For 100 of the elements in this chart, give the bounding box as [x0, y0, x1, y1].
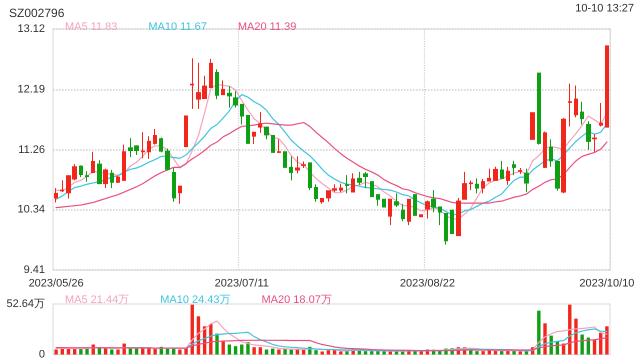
x-tick-label: 2023/07/11 — [214, 278, 269, 290]
line-series — [55, 337, 608, 352]
candlestick — [561, 117, 566, 194]
bar — [290, 350, 293, 354]
bar — [153, 348, 157, 354]
candlestick — [258, 112, 262, 134]
bar — [314, 350, 318, 354]
candlestick — [438, 206, 442, 226]
y-tick-label: 11.26 — [18, 144, 45, 156]
bar — [79, 348, 83, 354]
candlestick — [351, 172, 355, 193]
candlestick — [413, 194, 417, 216]
bar — [518, 352, 522, 354]
candlestick — [543, 131, 547, 169]
bar — [252, 347, 256, 354]
candlestick — [599, 102, 603, 127]
candlestick — [116, 175, 120, 184]
candlestick — [580, 101, 584, 125]
bar — [320, 352, 324, 354]
bar — [580, 334, 584, 354]
candlestick — [469, 180, 473, 191]
text: 10-10 13:27 — [575, 2, 634, 14]
candlestick — [153, 128, 157, 146]
candlestick — [295, 156, 300, 174]
bar — [302, 350, 306, 354]
bar — [172, 348, 176, 354]
candlestick — [147, 136, 151, 160]
candlestick — [289, 156, 293, 181]
candlestick — [555, 161, 560, 192]
x-tick-label: 2023/05/26 — [28, 278, 84, 290]
bar — [110, 350, 114, 354]
candlestick — [314, 184, 318, 202]
y-tick-label: 10.34 — [17, 204, 45, 216]
line-series — [55, 122, 608, 208]
bar — [128, 348, 132, 354]
bar — [221, 340, 225, 354]
candlestick — [425, 200, 430, 220]
bar — [326, 350, 330, 354]
candlestick — [370, 181, 374, 198]
candlestick — [450, 210, 454, 234]
candlestick — [524, 168, 529, 193]
candlestick — [159, 136, 163, 153]
text: MA5 21.44万 — [65, 294, 130, 306]
text: MA20 11.39 — [238, 21, 296, 33]
text: MA10 24.43万 — [160, 294, 231, 306]
candlestick — [512, 160, 516, 176]
candlestick — [481, 178, 485, 194]
candlestick — [184, 114, 188, 148]
bar — [586, 338, 590, 354]
bar — [599, 332, 602, 354]
candlestick — [79, 164, 83, 178]
bar — [370, 351, 374, 354]
candlestick — [568, 83, 572, 127]
candlestick — [264, 126, 269, 140]
candlestick — [574, 85, 578, 118]
candlestick — [376, 194, 380, 206]
candlestick — [209, 58, 213, 88]
candlestick — [500, 160, 504, 179]
text: MA10 11.67 — [148, 21, 207, 33]
candlestick — [54, 188, 58, 203]
candlestick — [339, 183, 343, 193]
bar — [364, 351, 368, 354]
candlestick — [518, 168, 522, 174]
candlestick — [431, 190, 436, 213]
bar — [240, 344, 244, 354]
bar — [277, 350, 281, 354]
bar — [228, 344, 232, 354]
bar — [283, 348, 287, 354]
candlestick — [165, 148, 170, 172]
bar — [376, 351, 380, 354]
candlestick — [345, 174, 349, 194]
bar — [147, 348, 151, 354]
candlestick — [103, 168, 108, 189]
candlestick — [227, 86, 232, 108]
candlestick — [419, 214, 423, 218]
bar — [60, 348, 64, 354]
text: MA20 18.07万 — [262, 294, 332, 306]
y-tick-label: 52.64万 — [6, 298, 45, 310]
candlestick — [97, 160, 102, 185]
bar — [481, 351, 485, 354]
y-tick-label: 12.19 — [17, 83, 45, 96]
candlestick — [91, 151, 95, 174]
text: MA5 11.83 — [65, 21, 118, 33]
candlestick — [60, 180, 64, 193]
candlestick — [283, 151, 287, 168]
candlestick — [141, 132, 145, 159]
bar — [605, 326, 609, 354]
candlestick — [363, 171, 368, 189]
y-tick-label: 9.41 — [24, 264, 45, 276]
candlestick — [271, 135, 275, 153]
bar — [524, 352, 528, 354]
bar — [234, 346, 238, 354]
candlestick — [190, 58, 194, 110]
candlestick — [382, 198, 386, 208]
candlestick — [388, 198, 392, 226]
candlestick — [240, 104, 244, 125]
candlestick — [215, 68, 219, 100]
bar — [178, 350, 182, 354]
candlestick — [444, 212, 448, 246]
candlestick — [172, 168, 176, 202]
